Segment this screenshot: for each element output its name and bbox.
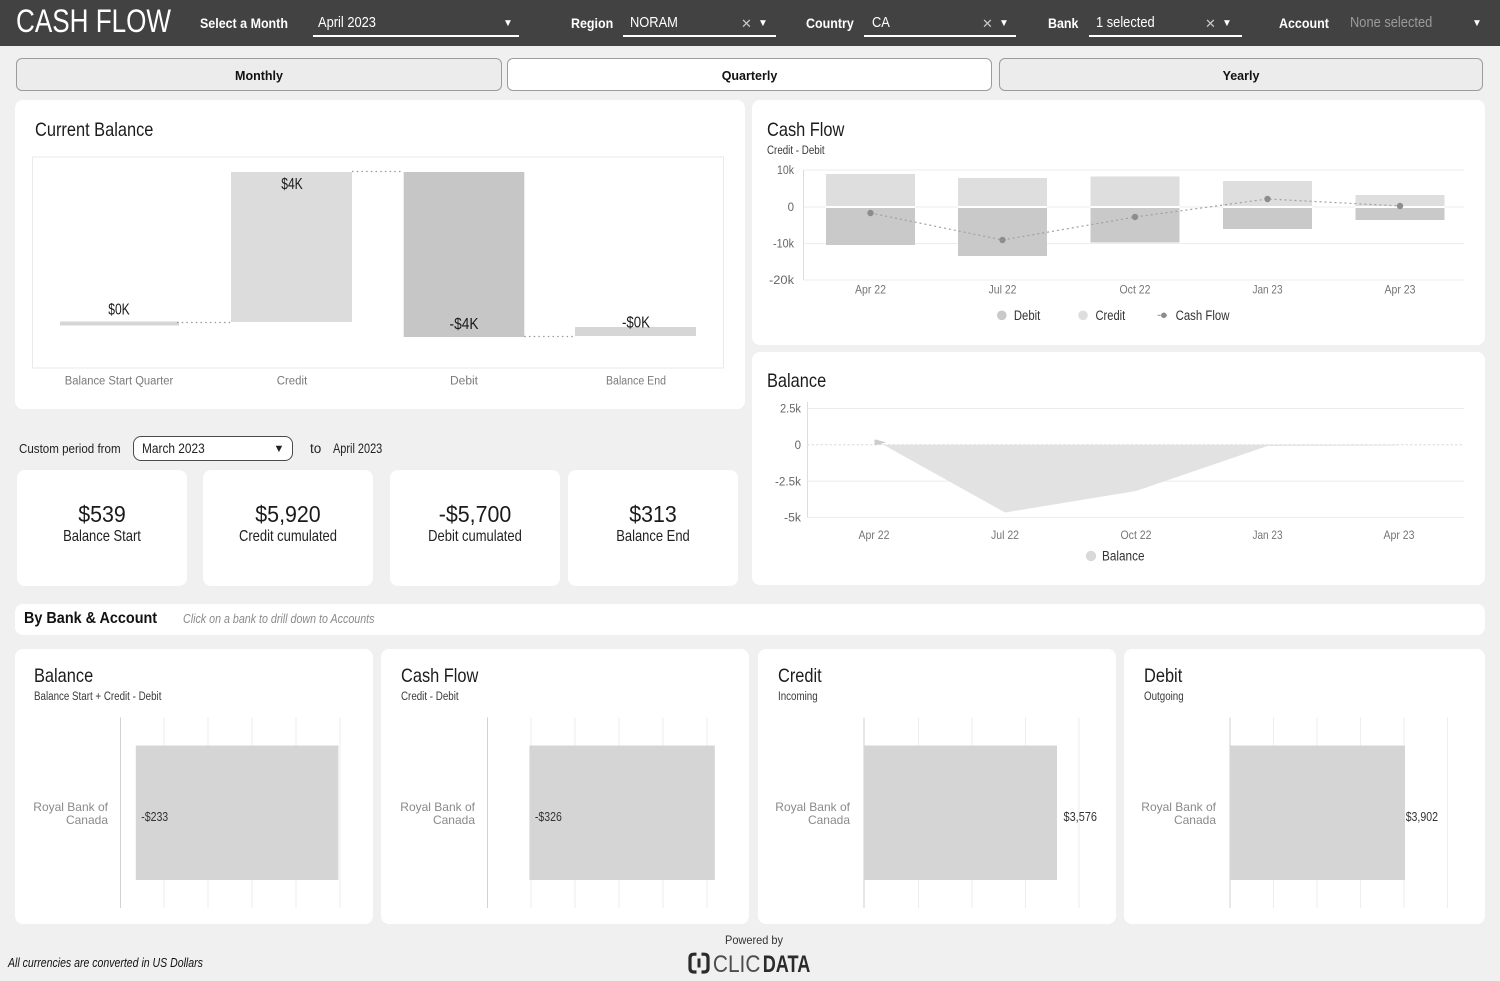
svg-text:Apr 22: Apr 22 <box>855 283 886 297</box>
svg-text:-5k: -5k <box>784 513 801 525</box>
svg-text:-20k: -20k <box>769 275 794 287</box>
svg-text:Jan 23: Jan 23 <box>1253 528 1283 542</box>
svg-text:Balance Start Quarter: Balance Start Quarter <box>65 376 174 388</box>
svg-text:$4K: $4K <box>281 176 303 193</box>
svg-text:Debit: Debit <box>1014 308 1041 323</box>
svg-text:Jul 22: Jul 22 <box>991 528 1019 542</box>
svg-text:Royal Bank of: Royal Bank of <box>33 800 108 814</box>
svg-text:Credit: Credit <box>1096 308 1126 323</box>
svg-text:Canada: Canada <box>1174 813 1216 827</box>
svg-text:Royal Bank of: Royal Bank of <box>775 800 850 814</box>
svg-text:Balance: Balance <box>1102 549 1145 564</box>
svg-text:10k: 10k <box>777 165 794 177</box>
svg-text:Oct 22: Oct 22 <box>1120 283 1151 297</box>
svg-text:DATA: DATA <box>763 951 811 974</box>
svg-text:Cash Flow: Cash Flow <box>1176 308 1230 323</box>
svg-text:2.5k: 2.5k <box>780 404 801 416</box>
svg-text:-10k: -10k <box>773 239 794 251</box>
svg-text:$3,902: $3,902 <box>1406 810 1438 824</box>
svg-text:Royal Bank of: Royal Bank of <box>400 800 475 814</box>
svg-text:$3,576: $3,576 <box>1064 810 1098 824</box>
svg-text:Jan 23: Jan 23 <box>1253 283 1283 297</box>
svg-text:Credit: Credit <box>277 376 308 388</box>
svg-text:-$4K: -$4K <box>450 316 480 333</box>
svg-text:Canada: Canada <box>66 813 108 827</box>
svg-text:Jul 22: Jul 22 <box>989 283 1017 297</box>
svg-text:-$326: -$326 <box>535 810 562 824</box>
svg-text:Apr 23: Apr 23 <box>1385 283 1416 297</box>
svg-text:Debit: Debit <box>450 376 479 388</box>
svg-text:Canada: Canada <box>433 813 475 827</box>
svg-text:Canada: Canada <box>808 813 850 827</box>
svg-text:-$233: -$233 <box>141 810 168 824</box>
svg-text:Apr 22: Apr 22 <box>859 528 890 542</box>
svg-text:Royal Bank of: Royal Bank of <box>1141 800 1216 814</box>
svg-text:-$0K: -$0K <box>622 315 651 332</box>
svg-text:CLIC: CLIC <box>713 951 761 974</box>
svg-text:0: 0 <box>795 440 801 452</box>
svg-text:Oct 22: Oct 22 <box>1121 528 1152 542</box>
svg-text:Balance End: Balance End <box>606 376 666 388</box>
svg-text:0: 0 <box>788 202 794 214</box>
svg-text:$0K: $0K <box>108 302 130 319</box>
svg-text:-2.5k: -2.5k <box>775 476 801 488</box>
svg-text:Apr 23: Apr 23 <box>1384 528 1415 542</box>
